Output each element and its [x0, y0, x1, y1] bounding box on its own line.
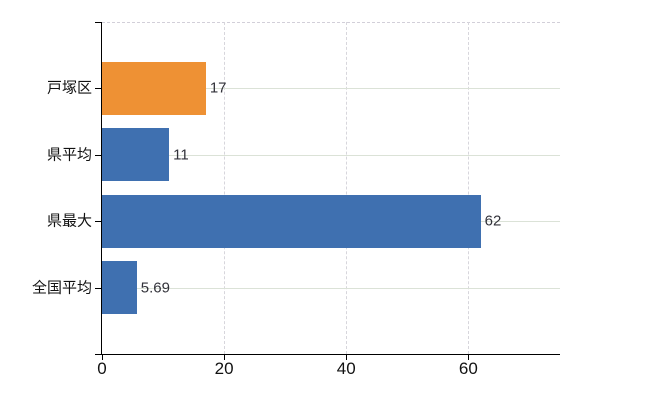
bar-value-label: 62: [484, 212, 502, 230]
plot-top-border: [102, 22, 560, 23]
x-axis-tick-40: [346, 355, 348, 360]
category-tick: [95, 154, 101, 156]
category-label-全国平均: 全国平均: [31, 279, 92, 297]
horizontal-gridline: [102, 287, 560, 289]
bar-value-label: 17: [209, 79, 227, 97]
bar-全国平均: [102, 261, 137, 315]
vertical-gridline-60: [468, 22, 470, 354]
category-label-戸塚区: 戸塚区: [46, 79, 92, 97]
bar-戸塚区: [102, 61, 206, 115]
category-label-県平均: 県平均: [46, 146, 92, 164]
category-tick: [95, 221, 101, 223]
bar-value-label: 5.69: [140, 279, 170, 297]
x-axis-line: [95, 354, 560, 355]
category-label-県最大: 県最大: [46, 212, 92, 230]
bar-県平均: [102, 128, 170, 182]
horizontal-gridline: [102, 154, 560, 156]
horizontal-gridline: [102, 88, 560, 90]
x-axis-tick-0: [102, 355, 103, 360]
x-axis-tick-label-40: 40: [336, 359, 356, 378]
x-axis-tick-60: [468, 355, 470, 360]
x-axis-tick-label-20: 20: [214, 359, 234, 378]
category-tick: [95, 287, 101, 289]
y-axis-top-tick: [95, 22, 102, 23]
category-tick: [95, 88, 101, 90]
x-axis-tick-label-60: 60: [458, 359, 478, 378]
plot-area: 17 11 62 5.69: [102, 22, 560, 354]
vertical-gridline-40: [346, 22, 348, 354]
x-axis-tick-label-0: 0: [97, 359, 107, 378]
bar-県最大: [102, 194, 481, 248]
bar-value-label: 11: [173, 146, 189, 164]
x-axis-tick-20: [224, 355, 226, 360]
y-axis-line: [101, 22, 102, 354]
vertical-gridline-20: [224, 22, 226, 354]
